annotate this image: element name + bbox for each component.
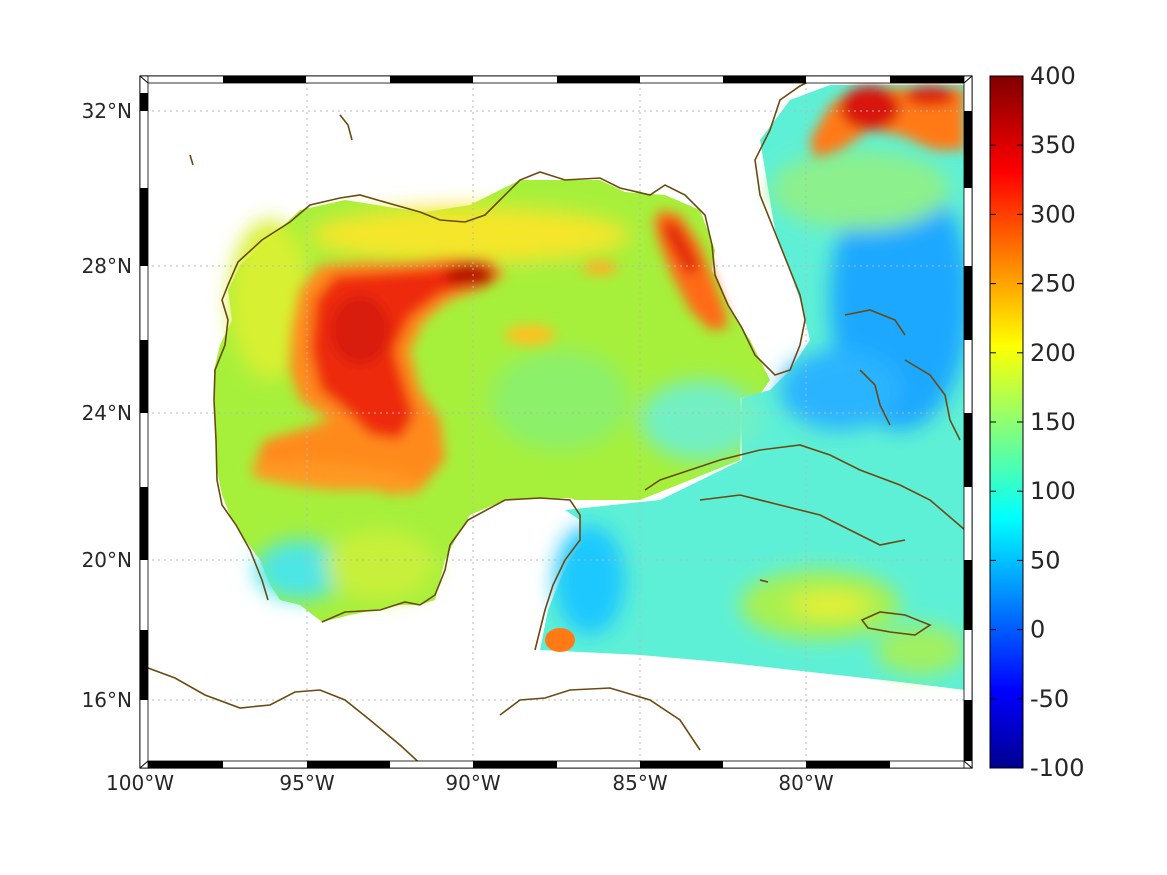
yucatan-channel-cyan bbox=[555, 525, 625, 635]
coast-jamaica bbox=[860, 611, 932, 636]
colorbar-tick-label: 300 bbox=[1030, 200, 1076, 228]
colorbar-tick-label: -50 bbox=[1030, 685, 1069, 713]
coast-tabasco bbox=[321, 601, 421, 623]
colorbar-tick-label: 400 bbox=[1030, 62, 1076, 90]
gulf-peak-darkred bbox=[445, 263, 495, 287]
colorbar-tick-label: 0 bbox=[1030, 616, 1045, 644]
x-tick-label: 90°W bbox=[445, 771, 500, 795]
y-tick-label: 32°N bbox=[82, 99, 132, 123]
atlantic-north-green bbox=[770, 150, 950, 230]
colorbar-tick-label: 100 bbox=[1030, 477, 1076, 505]
map-frame bbox=[139, 75, 973, 769]
bahamas-blue bbox=[780, 350, 900, 430]
gulf-small-eddy bbox=[505, 325, 555, 345]
colorbar-tick-label: 150 bbox=[1030, 408, 1076, 436]
x-tick-label: 85°W bbox=[612, 771, 667, 795]
coast-central-america bbox=[140, 664, 426, 768]
colorbar-tick-label: 350 bbox=[1030, 131, 1076, 159]
gulf-stream-red bbox=[840, 86, 900, 130]
coast-islands-small bbox=[189, 114, 769, 583]
coastlines bbox=[140, 76, 966, 768]
gulf-west-yellow bbox=[230, 220, 310, 380]
x-tick-label: 100°W bbox=[106, 771, 174, 795]
colorbar-tick-label: 50 bbox=[1030, 546, 1061, 574]
honduras-eddy bbox=[545, 628, 575, 652]
gulf-south-green bbox=[325, 530, 435, 600]
map-area: 100°W 95°W 90°W 85°W 80°W 16°N 20°N 24°N… bbox=[82, 75, 973, 795]
gulf-stream-red2 bbox=[905, 86, 955, 106]
coast-honduras bbox=[499, 687, 701, 751]
x-tick-label: 95°W bbox=[279, 771, 334, 795]
colorbar-tick-label: -100 bbox=[1030, 754, 1084, 782]
y-tick-label: 16°N bbox=[82, 688, 132, 712]
gulf-east-cyan bbox=[640, 380, 760, 460]
gulf-core-red2 bbox=[330, 295, 390, 365]
gulf-southwest-cyan bbox=[255, 540, 345, 600]
gulf-center-green bbox=[490, 350, 630, 450]
y-tick-label: 20°N bbox=[82, 548, 132, 572]
caribbean-east-green bbox=[875, 625, 965, 675]
florida-eddy-core bbox=[664, 220, 700, 275]
colorbar-ticks: 400 350 300 250 200 150 100 50 0 -50 -100 bbox=[990, 62, 1084, 782]
coast-mexico-us bbox=[213, 76, 821, 601]
gulf-small-eddy2 bbox=[582, 261, 618, 275]
y-tick-labels: 16°N 20°N 24°N 28°N 32°N bbox=[82, 99, 132, 712]
coast-bahamas bbox=[844, 309, 961, 441]
colorbar-tick-label: 200 bbox=[1030, 339, 1076, 367]
x-tick-label: 80°W bbox=[778, 771, 833, 795]
data-field bbox=[140, 76, 972, 768]
coast-yucatan bbox=[419, 497, 581, 651]
gulf-south-band-orange bbox=[250, 460, 420, 495]
colorbar: 400 350 300 250 200 150 100 50 0 -50 -100 bbox=[989, 62, 1084, 782]
coast-cuba bbox=[644, 444, 966, 546]
colorbar-tick-label: 250 bbox=[1030, 270, 1076, 298]
gulf-north-yellow bbox=[310, 207, 630, 263]
y-tick-label: 24°N bbox=[82, 401, 132, 425]
x-tick-labels: 100°W 95°W 90°W 85°W 80°W bbox=[106, 771, 834, 795]
caribbean-yellow bbox=[790, 593, 870, 617]
y-tick-label: 28°N bbox=[82, 254, 132, 278]
